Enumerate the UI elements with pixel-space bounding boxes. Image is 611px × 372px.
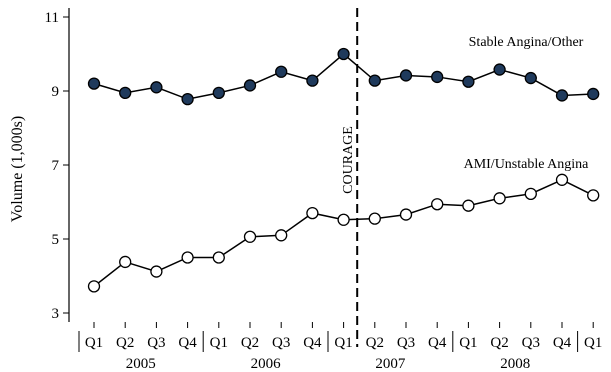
series-line [93,178,594,287]
data-point [555,173,569,186]
x-tick-label: Q1 [584,335,602,351]
series-label: Stable Angina/Other [469,35,584,50]
data-point [306,74,319,87]
x-tick-label: Q1 [334,335,352,351]
data-point [150,81,163,94]
data-point [587,87,600,101]
x-tick-label: Q3 [147,335,165,351]
data-point [243,79,257,92]
series-line [93,53,594,100]
data-point [399,208,413,221]
data-point [524,71,537,85]
x-tick-label: Q4 [553,335,572,351]
y-tick-label: 7 [52,158,60,174]
x-tick-label: Q3 [522,335,540,351]
data-point [119,86,132,99]
data-point [306,206,319,220]
x-tick-label: Q1 [210,335,228,351]
y-tick-label: 11 [45,10,59,26]
y-axis-label: Volume (1,000s) [9,116,26,222]
data-point [368,212,381,225]
y-tick-label: 5 [52,232,60,248]
data-point [181,251,194,264]
x-tick-label: Q2 [241,335,259,351]
series-labels: Stable Angina/Other AMI/Unstable Angina [464,35,590,172]
year-label: 2007 [375,356,406,372]
data-point [524,187,537,201]
series-group [87,47,600,293]
data-point [555,89,569,102]
year-label: 2005 [126,356,156,372]
data-point [399,69,413,82]
x-tick-label: Q4 [178,335,197,351]
year-label: 2006 [251,356,282,372]
data-point [275,229,288,242]
data-point [181,92,194,106]
x-tick-label: Q1 [459,335,477,351]
x-tick-label: Q3 [397,335,415,351]
data-point [337,47,350,61]
data-point [150,265,163,278]
data-point [493,63,506,76]
data-point [337,213,350,226]
x-tick-label: Q2 [366,335,384,351]
data-point [119,255,132,269]
y-axis: 3 5 7 9 11 Volume (1,000s) [9,8,70,322]
y-tick-label: 9 [52,84,60,100]
data-point [212,251,225,264]
x-tick-label: Q1 [85,335,103,351]
data-point [243,230,257,243]
series-label: AMI/Unstable Angina [464,157,590,172]
data-point [462,199,475,212]
data-point [493,192,506,205]
data-point [212,86,225,99]
data-point [587,189,600,202]
y-tick-label: 3 [52,306,60,322]
data-point [87,280,101,293]
x-tick-label: Q4 [428,335,447,351]
data-point [431,198,444,211]
x-tick-label: Q2 [116,335,134,351]
x-tick-label: Q3 [272,335,290,351]
data-point [275,65,288,78]
x-axis: Q1 Q2 Q3 Q4 Q1 Q2 Q3 Q4 Q1 Q2 Q3 Q4 Q1 Q2 Q3 Q4 Q1 2005 20… [78,322,602,372]
courage-label: COURAGE [341,126,356,194]
data-point [87,77,101,90]
x-tick-label: Q4 [303,335,322,351]
annotations: COURAGE [341,8,359,347]
x-tick-label: Q2 [490,335,508,351]
data-point [431,70,444,84]
data-point [368,74,381,87]
year-label: 2008 [500,356,530,372]
data-point [462,75,475,88]
